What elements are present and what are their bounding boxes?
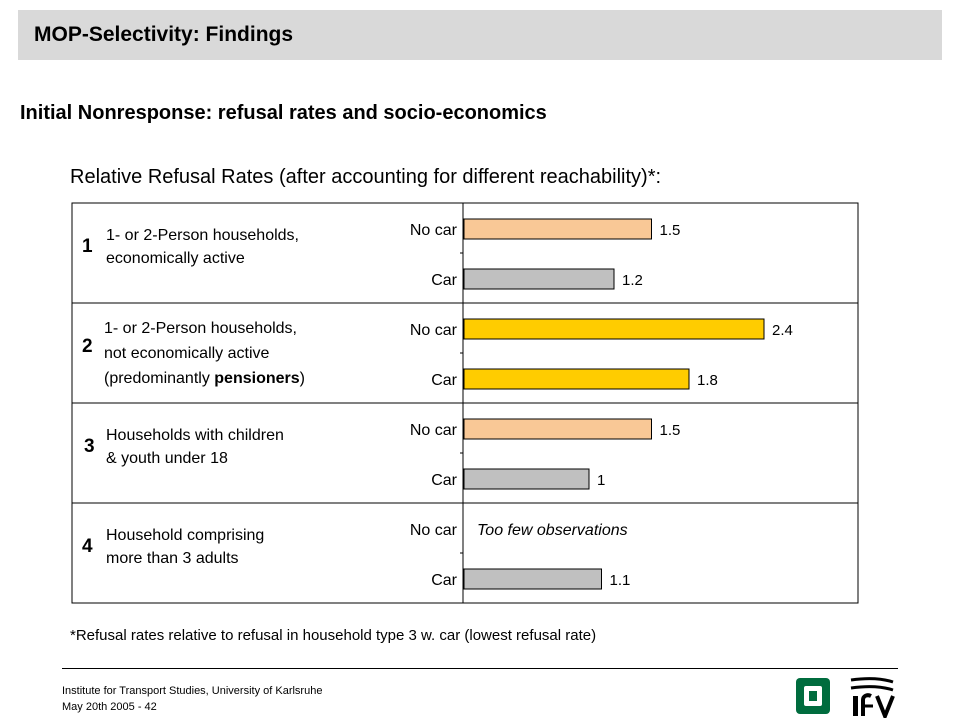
footer-date-page: May 20th 2005 - 42 — [62, 701, 157, 713]
footnote: *Refusal rates relative to refusal in ho… — [70, 627, 597, 644]
category-label: Car — [431, 372, 457, 389]
value-label: 1.8 — [697, 372, 718, 389]
footer-institute: Institute for Transport Studies, Univers… — [62, 685, 323, 697]
category-label: No car — [410, 222, 458, 239]
title-bar: MOP-Selectivity: Findings — [18, 10, 942, 60]
bar — [463, 318, 765, 340]
group-label-line: 1- or 2-Person households, — [104, 320, 297, 337]
group-number: 2 — [82, 336, 93, 357]
value-label: 1.5 — [660, 222, 681, 239]
category-label: Car — [431, 472, 457, 489]
slide-title: MOP-Selectivity: Findings — [34, 23, 294, 46]
footer-divider — [62, 668, 898, 669]
group-number: 4 — [82, 536, 93, 557]
category-label: No car — [410, 322, 458, 339]
group-label-line: Households with children — [106, 427, 284, 444]
bar — [463, 368, 690, 390]
category-label: Car — [431, 572, 457, 589]
bar — [463, 468, 590, 490]
category-label: No car — [410, 522, 458, 539]
university-logo-icon — [796, 678, 830, 714]
chart-caption: Relative Refusal Rates (after accounting… — [70, 166, 662, 188]
ifv-institute-logo-icon — [850, 677, 895, 718]
group-label-line: & youth under 18 — [106, 450, 228, 467]
slide-subtitle: Initial Nonresponse: refusal rates and s… — [20, 102, 547, 124]
group-label-line: Household comprising — [106, 527, 264, 544]
value-label: 1.5 — [660, 422, 681, 439]
value-label: 1 — [597, 472, 605, 489]
category-label: Car — [431, 272, 457, 289]
category-label: No car — [410, 422, 458, 439]
bar — [463, 568, 602, 590]
group-label-line: (predominantly pensioners) — [104, 370, 305, 387]
value-label: 1.1 — [610, 572, 631, 589]
group-number: 3 — [84, 436, 95, 457]
chart-content: 1 1- or 2-Person households, economically … — [72, 202, 858, 603]
group-label-line: economically active — [106, 250, 245, 267]
group-label-line: more than 3 adults — [106, 550, 239, 567]
value-label: 1.2 — [622, 272, 643, 289]
group-number: 1 — [82, 236, 93, 257]
bar — [463, 218, 652, 240]
group-label-line: 1- or 2-Person households, — [106, 227, 299, 244]
bar — [463, 268, 615, 290]
bar — [463, 418, 652, 440]
no-data-note: Too few observations — [477, 522, 628, 539]
group-label-line: not economically active — [104, 345, 270, 362]
value-label: 2.4 — [772, 322, 793, 339]
